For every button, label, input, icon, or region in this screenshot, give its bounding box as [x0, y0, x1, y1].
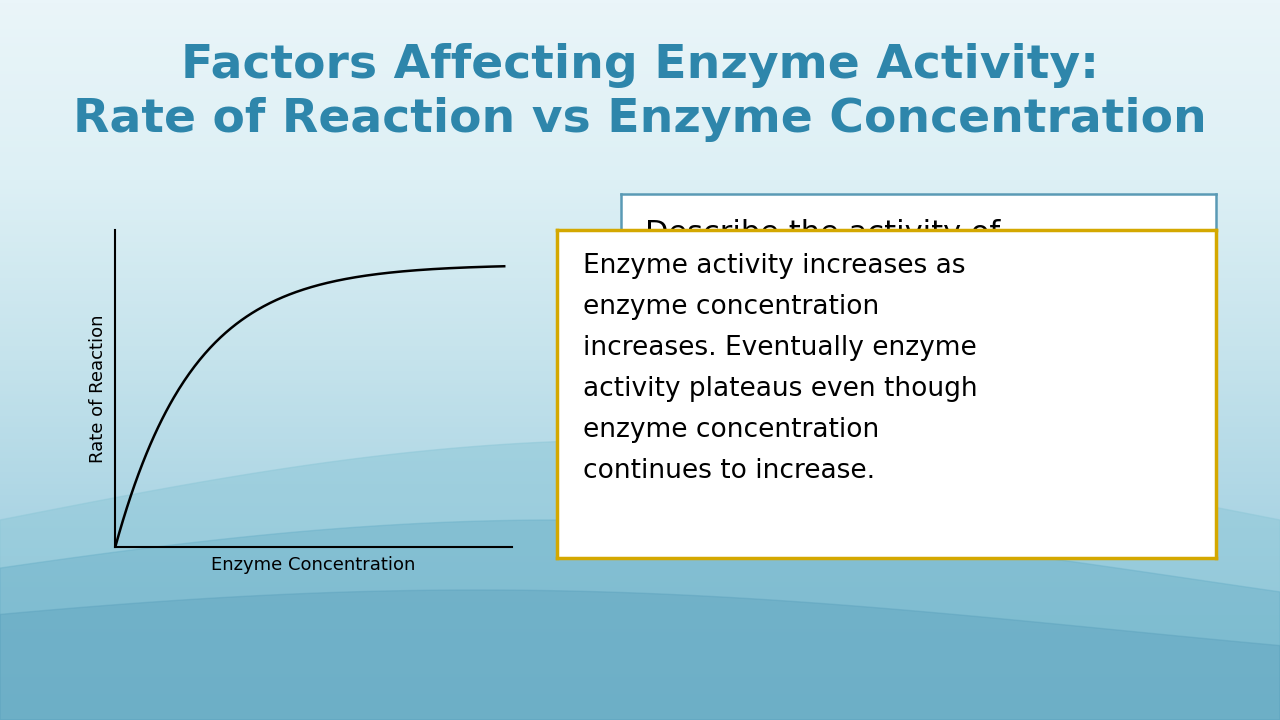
- Text: Rate of Reaction vs Enzyme Concentration: Rate of Reaction vs Enzyme Concentration: [73, 97, 1207, 143]
- Text: the enzyme as...: the enzyme as...: [645, 281, 899, 310]
- X-axis label: Enzyme Concentration: Enzyme Concentration: [211, 556, 416, 574]
- Text: Describe the activity of: Describe the activity of: [645, 219, 1000, 248]
- Text: Enzyme activity increases as
enzyme concentration
increases. Eventually enzyme
a: Enzyme activity increases as enzyme conc…: [584, 253, 978, 485]
- Text: Factors Affecting Enzyme Activity:: Factors Affecting Enzyme Activity:: [180, 42, 1100, 88]
- Y-axis label: Rate of Reaction: Rate of Reaction: [88, 315, 106, 463]
